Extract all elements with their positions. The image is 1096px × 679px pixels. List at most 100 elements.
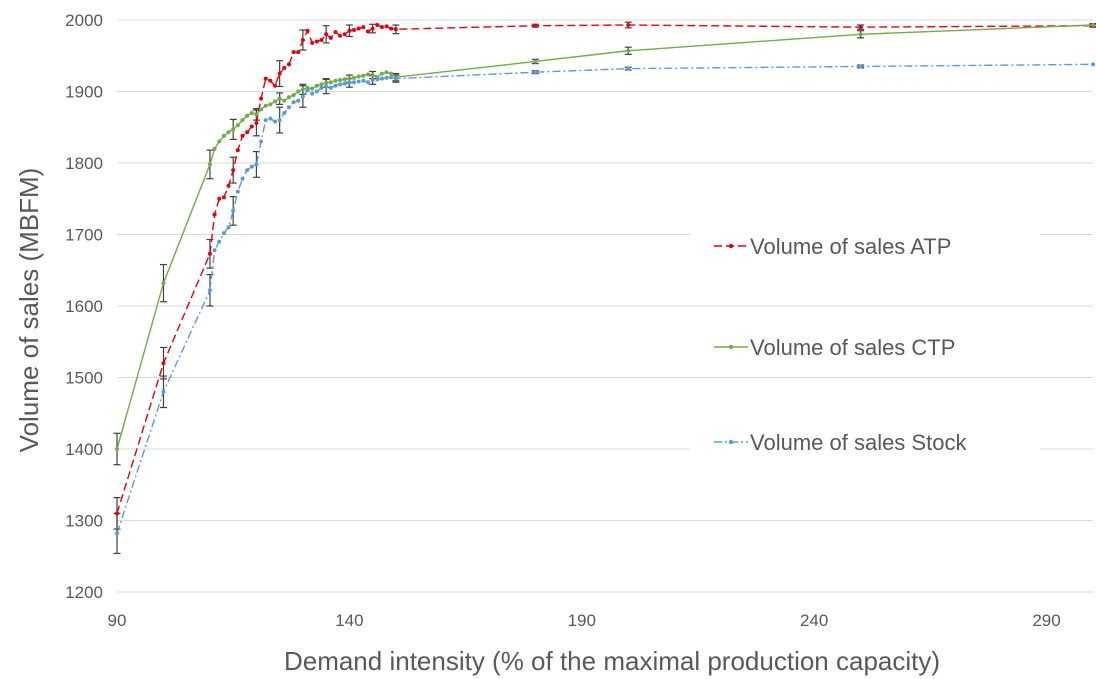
- data-point: [263, 76, 268, 81]
- legend-marker: [728, 243, 734, 249]
- data-point: [352, 28, 357, 33]
- data-point: [352, 75, 357, 80]
- data-point: [268, 116, 273, 121]
- data-point: [259, 96, 264, 101]
- data-point: [282, 98, 287, 103]
- data-point: [379, 25, 384, 30]
- data-point: [296, 50, 301, 55]
- data-point: [263, 118, 268, 123]
- data-point: [858, 25, 863, 30]
- data-point: [389, 26, 394, 31]
- data-point: [115, 447, 119, 451]
- gridlines: [117, 19, 1093, 593]
- data-point: [249, 164, 254, 169]
- data-point: [333, 30, 338, 35]
- legend-background: [690, 232, 1040, 266]
- data-point: [328, 35, 333, 40]
- data-point: [277, 118, 282, 123]
- data-point: [1091, 23, 1095, 28]
- x-tick-label: 190: [568, 611, 596, 630]
- data-point: [379, 76, 384, 81]
- data-point: [319, 38, 324, 43]
- data-point: [259, 139, 264, 144]
- data-point: [365, 29, 370, 34]
- data-point: [342, 77, 347, 82]
- data-point: [212, 146, 217, 151]
- data-point: [305, 88, 310, 93]
- legend-marker: [728, 344, 734, 350]
- data-point: [310, 91, 315, 96]
- data-point: [161, 361, 166, 366]
- series-1: [115, 23, 1095, 451]
- data-point: [328, 80, 333, 85]
- y-tick-label: 1800: [65, 154, 103, 173]
- data-point: [310, 86, 315, 91]
- data-point: [389, 75, 394, 80]
- data-point: [356, 26, 361, 31]
- data-point: [226, 130, 231, 135]
- data-point: [347, 28, 352, 33]
- data-point: [333, 78, 338, 83]
- data-point: [212, 212, 217, 217]
- data-point: [356, 74, 361, 79]
- data-point: [273, 99, 278, 104]
- data-point: [338, 78, 343, 83]
- data-point: [365, 80, 370, 85]
- data-point: [533, 59, 538, 64]
- data-point: [115, 511, 119, 516]
- data-point: [370, 78, 375, 83]
- data-point: [217, 196, 222, 201]
- x-tick-label: 240: [800, 611, 828, 630]
- y-tick-label: 1300: [65, 512, 103, 531]
- data-point: [221, 231, 226, 236]
- data-point: [291, 93, 296, 98]
- data-point: [626, 48, 631, 53]
- data-point: [305, 28, 310, 33]
- y-tick-labels: 1200 1300 1400 1500 1600 1700 1800 1900 2000: [65, 11, 103, 602]
- y-axis-title: Volume of sales (MBFM): [14, 168, 44, 453]
- data-point: [282, 65, 287, 70]
- data-point: [254, 120, 259, 125]
- data-point: [254, 162, 259, 167]
- data-point: [328, 85, 333, 90]
- data-point: [393, 27, 398, 32]
- legend-background: [690, 333, 1040, 367]
- error-bars-2: [113, 64, 865, 554]
- x-tick-labels: 90 140 190 240 290: [108, 611, 1061, 630]
- data-point: [207, 162, 212, 167]
- data-point: [319, 82, 324, 87]
- y-tick-label: 1400: [65, 440, 103, 459]
- data-point: [226, 183, 231, 188]
- data-point: [365, 72, 370, 77]
- data-point: [375, 77, 380, 82]
- data-point: [347, 80, 352, 85]
- data-point: [263, 103, 268, 108]
- data-point: [858, 32, 863, 37]
- data-point: [342, 32, 347, 37]
- x-tick-label: 90: [108, 611, 127, 630]
- y-tick-label: 1700: [65, 226, 103, 245]
- legend-background: [690, 428, 1040, 462]
- data-point: [324, 84, 329, 89]
- legend-marker: [728, 439, 734, 445]
- legend-label: Volume of sales CTP: [750, 335, 955, 360]
- data-point: [207, 251, 212, 256]
- data-point: [161, 281, 166, 286]
- data-point: [338, 82, 343, 87]
- data-point: [296, 89, 301, 94]
- x-tick-label: 290: [1032, 611, 1060, 630]
- series-0: [115, 23, 1095, 516]
- data-point: [314, 89, 319, 94]
- series-line: [116, 63, 1094, 534]
- data-point: [231, 127, 236, 132]
- data-point: [249, 124, 254, 129]
- data-point: [300, 94, 305, 99]
- data-point: [221, 133, 226, 138]
- data-point: [231, 208, 236, 213]
- data-point: [310, 40, 315, 45]
- data-point: [277, 96, 282, 101]
- data-point: [384, 24, 389, 29]
- data-point: [361, 25, 366, 30]
- data-point: [245, 113, 250, 118]
